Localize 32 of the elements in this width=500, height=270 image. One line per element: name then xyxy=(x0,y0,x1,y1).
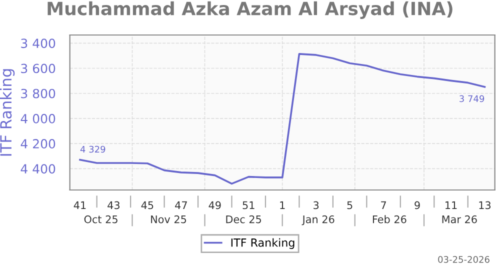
text: Oct 25 xyxy=(84,215,118,224)
x-tick-label: 5 xyxy=(347,201,352,210)
y-tick-label: 3 600 xyxy=(21,64,56,74)
text: Mar 26 xyxy=(442,215,477,224)
line-series xyxy=(79,53,486,185)
chart-title: Muchammad Azka Azam Al Arsyad (INA) xyxy=(48,1,452,19)
x-tick-label: 1 xyxy=(280,201,285,210)
text: 03-25-2026 xyxy=(438,256,490,263)
data-label: 3 749 xyxy=(460,95,484,102)
x-tick-label: 45 xyxy=(141,201,154,210)
x-tick-label: 13 xyxy=(479,201,491,210)
y-axis-title: ITF Ranking xyxy=(0,69,15,156)
x-tick-label: 11 xyxy=(446,201,457,210)
x-tick-label: 3 xyxy=(314,201,319,210)
x-tick-label: 7 xyxy=(381,201,386,210)
y-tick-label: 4 200 xyxy=(20,139,56,148)
data-label: 4 329 xyxy=(80,146,106,153)
y-tick-label: 3 400 xyxy=(21,38,56,48)
text: Jan 26 xyxy=(302,215,334,226)
text: Nov 25 xyxy=(151,215,186,224)
y-tick-label: 3 800 xyxy=(21,88,56,98)
text: Dec 25 xyxy=(226,215,262,224)
x-tick-label: 9 xyxy=(414,201,420,210)
x-tick-label: 47 xyxy=(175,201,187,210)
x-tick-label: 41 xyxy=(74,201,86,210)
text: Feb 26 xyxy=(372,215,406,224)
x-tick-label: 49 xyxy=(208,201,221,210)
x-tick-label: 51 xyxy=(242,201,254,210)
x-tick-label: 43 xyxy=(108,201,120,210)
legend-label: ITF Ranking xyxy=(231,238,294,249)
y-tick-label: 4 400 xyxy=(20,164,56,174)
y-tick-label: 4 000 xyxy=(20,114,56,124)
